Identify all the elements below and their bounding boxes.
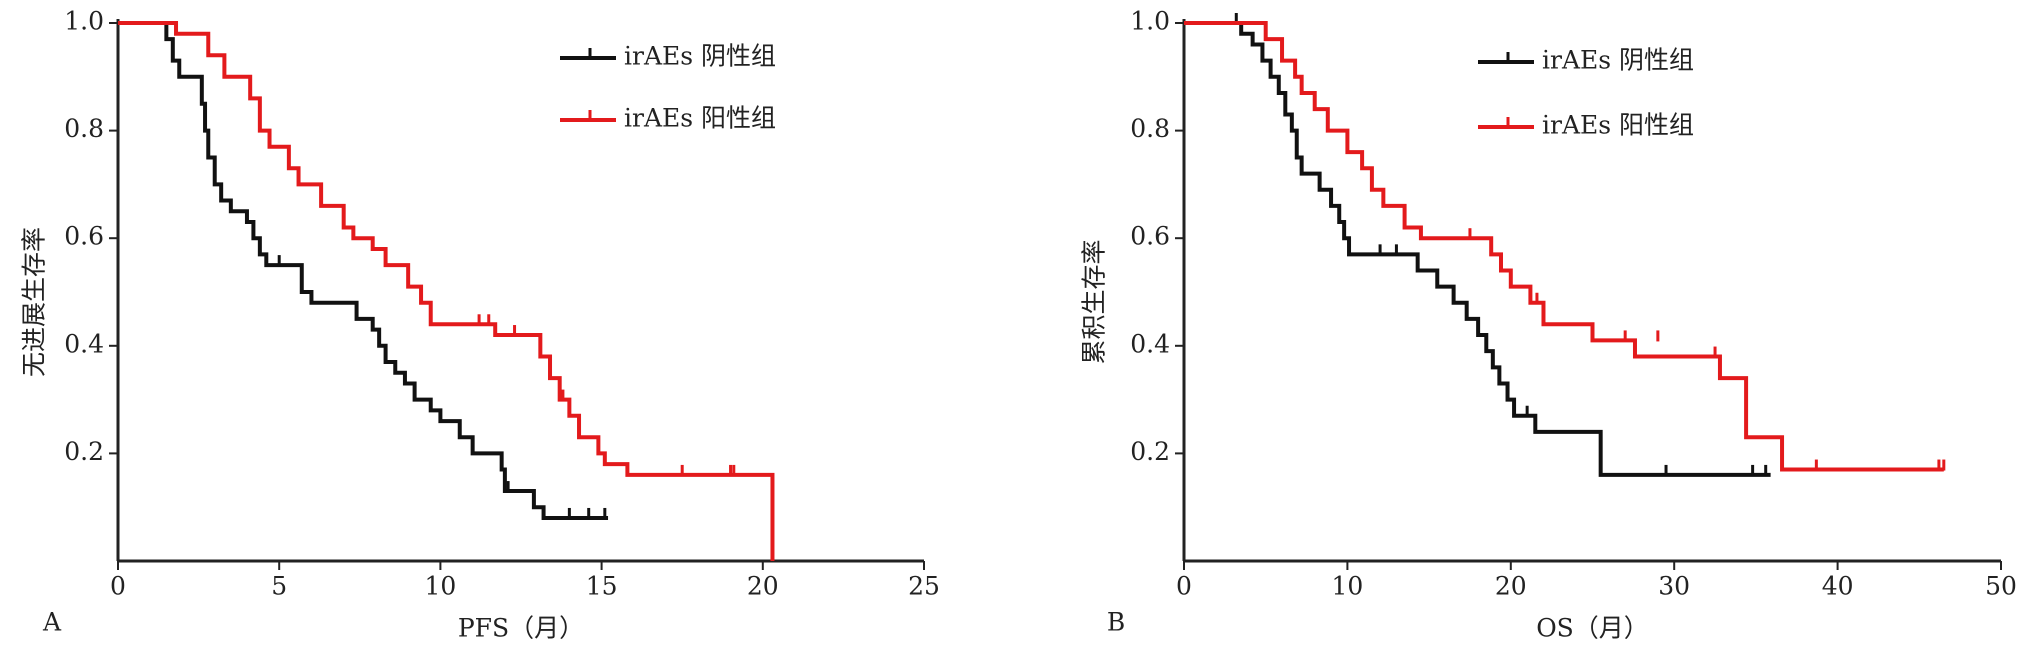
x-tick-label: 10 — [1331, 572, 1363, 601]
panel-label: B — [1107, 608, 1125, 637]
y-tick-label: 0.8 — [1130, 114, 1170, 143]
x-tick-label: 0 — [1176, 572, 1192, 601]
y-tick-label: 0.6 — [1130, 222, 1170, 251]
y-tick-label: 0.2 — [1130, 437, 1170, 466]
x-tick-label: 15 — [586, 572, 618, 601]
y-tick-label: 0.6 — [64, 222, 104, 251]
x-tick-label: 50 — [1985, 572, 2017, 601]
survival-curve — [118, 21, 775, 561]
y-axis-title: 无进展生存率 — [20, 227, 49, 377]
legend-label: irAEs 阴性组 — [624, 42, 776, 71]
x-tick-label: 10 — [424, 572, 456, 601]
y-tick-label: 0.8 — [64, 114, 104, 143]
legend-label: irAEs 阳性组 — [624, 104, 776, 133]
survival-curve — [118, 21, 609, 520]
survival-curve — [1184, 21, 1944, 472]
y-tick-label: 0.4 — [1130, 329, 1170, 358]
x-tick-label: 5 — [271, 572, 287, 601]
x-axis-title: OS（月） — [1536, 614, 1649, 643]
x-axis-title: PFS（月） — [458, 614, 584, 643]
y-tick-label: 1.0 — [1130, 7, 1170, 36]
y-tick-label: 0.2 — [64, 437, 104, 466]
panel-label: A — [42, 608, 62, 637]
x-tick-label: 20 — [1495, 572, 1527, 601]
x-tick-label: 20 — [747, 572, 779, 601]
y-axis-title: 累积生存率 — [1080, 239, 1109, 364]
x-tick-label: 25 — [908, 572, 940, 601]
x-tick-label: 30 — [1658, 572, 1690, 601]
legend-label: irAEs 阴性组 — [1542, 46, 1694, 75]
y-tick-label: 1.0 — [64, 7, 104, 36]
survival-curve — [1184, 21, 1771, 477]
x-tick-label: 40 — [1822, 572, 1854, 601]
legend-label: irAEs 阳性组 — [1542, 111, 1694, 140]
x-tick-label: 0 — [110, 572, 126, 601]
y-tick-label: 0.4 — [64, 329, 104, 358]
